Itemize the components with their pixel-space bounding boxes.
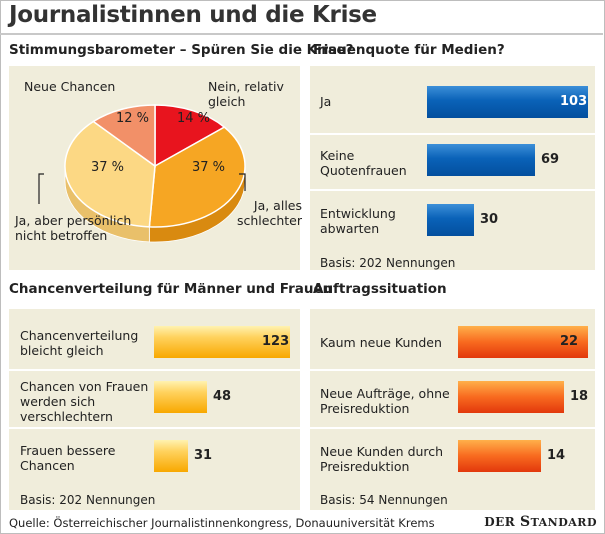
orders-bar-0 <box>458 326 588 358</box>
chances-label-besser: Frauen bessere Chancen <box>20 443 116 473</box>
row-separator <box>310 189 595 191</box>
row-separator <box>9 427 300 429</box>
pie-label-schlechter: Ja, alles schlechter <box>237 198 302 228</box>
pie-chart-title: Stimmungsbarometer – Spüren Sie die Kris… <box>9 42 354 58</box>
orders-value-0: 22 <box>560 334 579 349</box>
leader-line-schlechter <box>239 173 246 191</box>
row-separator <box>310 369 595 371</box>
title-divider <box>0 33 603 35</box>
orders-value-2: 14 <box>547 448 566 463</box>
orders-bar-1 <box>458 381 564 413</box>
pie-pct-schlechter: 37 % <box>192 160 226 175</box>
row-separator <box>310 427 595 429</box>
source-note: Quelle: Österreichischer Journalistinnen… <box>9 516 435 530</box>
leader-line-nicht <box>38 173 44 204</box>
pie-pct-chancen: 12 % <box>116 111 150 126</box>
chances-label-schlechter: Chancen von Frauen werden sich verschlec… <box>20 379 149 424</box>
orders-label-durch: Neue Kunden durch Preisreduktion <box>320 444 444 474</box>
publisher-logo: DER STANDARD <box>484 514 597 530</box>
chances-bar-1 <box>154 381 207 413</box>
chances-value-2: 31 <box>194 448 213 463</box>
chances-bar-2 <box>154 440 188 472</box>
pie-slice-1 <box>148 126 246 228</box>
row-separator <box>9 369 300 371</box>
pie-label-chancen: Neue Chancen <box>24 79 116 94</box>
quota-basis: Basis: 202 Nennungen <box>320 256 456 270</box>
pie-label-nein: Nein, relativ gleich <box>208 79 284 109</box>
page-title: Journalistinnen und die Krise <box>9 2 377 28</box>
quota-value-1: 69 <box>541 152 560 167</box>
pie-label-nicht: Ja, aber persönlich nicht betroffen <box>15 213 132 243</box>
pie-pct-nicht: 37 % <box>91 160 125 175</box>
pie-slice-3 <box>92 104 156 168</box>
orders-basis: Basis: 54 Nennungen <box>320 493 448 507</box>
orders-bar-2 <box>458 440 541 472</box>
row-separator <box>310 133 595 135</box>
pie-slice-2 <box>64 120 156 228</box>
orders-chart-title: Auftragssituation <box>313 281 447 297</box>
quota-chart-title: Frauenquote für Medien? <box>313 42 505 58</box>
chances-chart-title: Chancenverteilung für Männer und Frauen <box>9 281 333 297</box>
pie-slice-0 <box>154 104 226 168</box>
chances-basis: Basis: 202 Nennungen <box>20 493 156 507</box>
chances-label-gleich: Chancenverteilung bleicht gleich <box>20 328 139 358</box>
quota-label-keine: Keine Quotenfrauen <box>320 148 407 178</box>
quota-value-2: 30 <box>480 212 499 227</box>
quota-value-0: 103 <box>560 94 588 109</box>
orders-label-kaum: Kaum neue Kunden <box>320 335 442 350</box>
chances-bar-0 <box>154 326 290 358</box>
quota-label-ja: Ja <box>320 94 332 109</box>
chances-value-1: 48 <box>213 389 232 404</box>
quota-bar-0 <box>427 86 588 118</box>
orders-label-ohne: Neue Aufträge, ohne Preisreduktion <box>320 386 450 416</box>
pie-pct-nein: 14 % <box>177 111 211 126</box>
chances-value-0: 123 <box>262 334 290 349</box>
quota-bar-2 <box>427 204 474 236</box>
quota-label-entwicklung: Entwicklung abwarten <box>320 206 396 236</box>
pie-chart <box>38 104 246 243</box>
quota-bar-1 <box>427 144 535 176</box>
orders-value-1: 18 <box>570 389 589 404</box>
